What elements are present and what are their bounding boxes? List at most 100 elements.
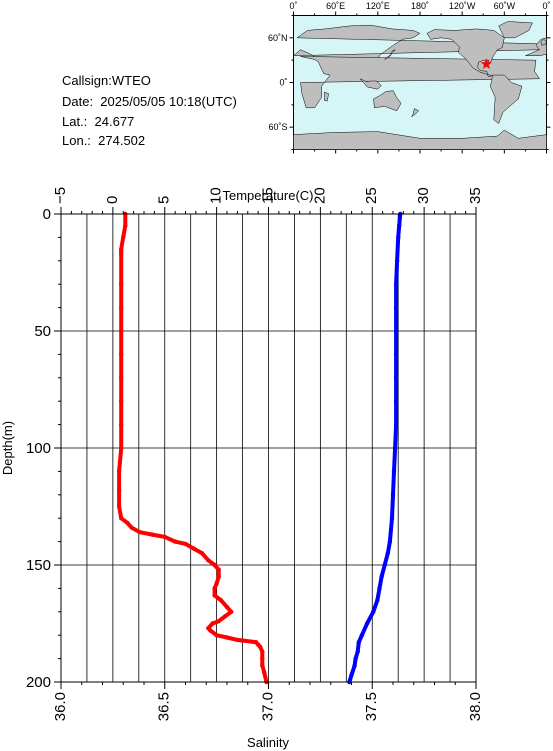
- temperature-profile-point: [393, 399, 399, 404]
- salinity-profile-point: [208, 628, 213, 633]
- temperature-tick-label: 10: [208, 187, 225, 204]
- temperature-profile-point: [397, 223, 402, 228]
- salinity-profile-point: [260, 656, 265, 661]
- date-label: Date: 2025/05/05 10:18(UTC): [62, 94, 237, 109]
- temperature-tick-label: 20: [311, 187, 328, 204]
- temperature-profile-point: [390, 492, 396, 497]
- salinity-profile-point: [262, 670, 267, 675]
- salinity-profile-point: [199, 551, 205, 556]
- salinity-profile-point: [229, 609, 234, 614]
- map-lon-label: 180˚: [411, 1, 429, 11]
- salinity-profile-point: [172, 539, 178, 544]
- salinity-profile-point: [119, 399, 124, 404]
- depth-tick-label: 50: [34, 323, 51, 340]
- temperature-profile-point: [353, 656, 358, 661]
- salinity-profile-point: [222, 614, 228, 619]
- salinity-profile-point: [119, 375, 124, 380]
- map-labels: 0˚ 60˚E 120˚E 180˚ 120˚W 60˚W 0˚ 60˚N 0˚ 60˚S: [268, 1, 551, 132]
- salinity-tick-label: 37.0: [259, 692, 276, 721]
- salinity-profile-point: [116, 469, 122, 474]
- salinity-profile-point: [119, 445, 124, 451]
- callsign-label: Callsign:WTEO: [62, 73, 151, 88]
- map-lat-label: 60˚S: [268, 122, 287, 132]
- salinity-profile-point: [216, 567, 221, 572]
- salinity-profile-point: [123, 223, 128, 228]
- salinity-axis-title: Salinity: [247, 735, 289, 750]
- map-lon-label: 120˚E: [366, 1, 390, 11]
- temperature-profile-point: [371, 609, 376, 614]
- salinity-tick-label: 36.0: [52, 692, 69, 721]
- greenland-landmass: [498, 21, 533, 39]
- salinity-profile-point: [214, 633, 219, 638]
- africa-landmass: [300, 56, 540, 109]
- salinity-profile-point: [212, 593, 217, 598]
- salinity-profile-point: [258, 644, 263, 650]
- salinity-profile-point: [119, 516, 124, 521]
- temperature-profile-point: [359, 633, 365, 638]
- map-lon-label: 60˚E: [326, 1, 345, 11]
- indonesia-landmass: [360, 78, 382, 90]
- south-america-landmass: [490, 74, 523, 124]
- temperature-profile-point: [352, 663, 357, 668]
- salinity-profile-point: [121, 235, 126, 240]
- plot-frame: [60, 213, 477, 683]
- temperature-axis-title: Temperature(C): [222, 188, 313, 203]
- temperature-tick-label: 0: [104, 196, 121, 204]
- depth-tick-label: 0: [43, 206, 51, 223]
- station-marker: [480, 58, 493, 69]
- temperature-tick-label: 25: [363, 187, 380, 204]
- temperature-tick-label: −5: [52, 187, 69, 204]
- salinity-profile-point: [224, 635, 230, 640]
- salinity-profile-point: [216, 619, 221, 624]
- temperature-profile-point: [396, 235, 401, 240]
- temperature-profile-point: [393, 375, 399, 380]
- salinity-profile-point: [116, 504, 122, 509]
- salinity-profile-point: [119, 328, 124, 334]
- depth-tick-label: 100: [26, 440, 51, 457]
- temperature-tick-label: 15: [259, 187, 276, 204]
- salinity-tick-label: 38.0: [467, 692, 484, 721]
- salinity-profile-point: [162, 534, 167, 540]
- salinity-profile-point: [119, 251, 124, 256]
- world-map: 0˚ 60˚E 120˚E 180˚ 120˚W 60˚W 0˚ 60˚N 0˚ 60˚S: [268, 1, 551, 154]
- uk-landmass: [540, 39, 547, 46]
- salinity-profile-point: [125, 520, 130, 526]
- map-lon-label: 0˚: [542, 1, 550, 11]
- salinity-profile-point: [183, 541, 188, 547]
- salinity-profile-point: [212, 562, 217, 568]
- temperature-profile-point: [392, 445, 398, 451]
- temperature-profile-point: [379, 574, 384, 579]
- map-lon-label: 0˚: [289, 1, 297, 11]
- map-lon-label: 120˚W: [449, 1, 476, 11]
- temperature-profile-point: [393, 422, 399, 427]
- north-america-landmass: [426, 28, 505, 77]
- map-ticks: [289, 11, 551, 154]
- new-zealand-landmass: [411, 108, 420, 117]
- depth-tick-label: 200: [26, 674, 51, 691]
- salinity-profile-point: [206, 558, 211, 563]
- temperature-profile-point: [391, 469, 397, 474]
- temperature-tick-label: 5: [156, 196, 173, 204]
- chart-grid: [60, 213, 477, 683]
- temperature-profile-point: [377, 586, 382, 591]
- salinity-profile-point: [116, 487, 122, 493]
- australia-landmass: [373, 90, 402, 112]
- salinity-profile-point: [214, 581, 219, 586]
- temperature-profile-point: [355, 649, 360, 654]
- japan-landmass: [384, 49, 397, 60]
- temperature-profile-point: [356, 640, 361, 645]
- salinity-profile-point: [119, 422, 124, 427]
- salinity-profile-point: [119, 305, 124, 310]
- depth-axis-title: Depth(m): [0, 421, 15, 475]
- lat-label: Lat.: 24.677: [62, 114, 135, 129]
- salinity-profile-point: [150, 532, 155, 537]
- salinity-profile-point: [260, 663, 265, 668]
- depth-tick-label: 150: [26, 557, 51, 574]
- salinity-tick-label: 36.5: [156, 692, 173, 721]
- temperature-profile-point: [394, 258, 400, 263]
- station-star: [480, 58, 493, 69]
- salinity-profile-point: [129, 525, 134, 530]
- temperature-profile-point: [387, 539, 393, 544]
